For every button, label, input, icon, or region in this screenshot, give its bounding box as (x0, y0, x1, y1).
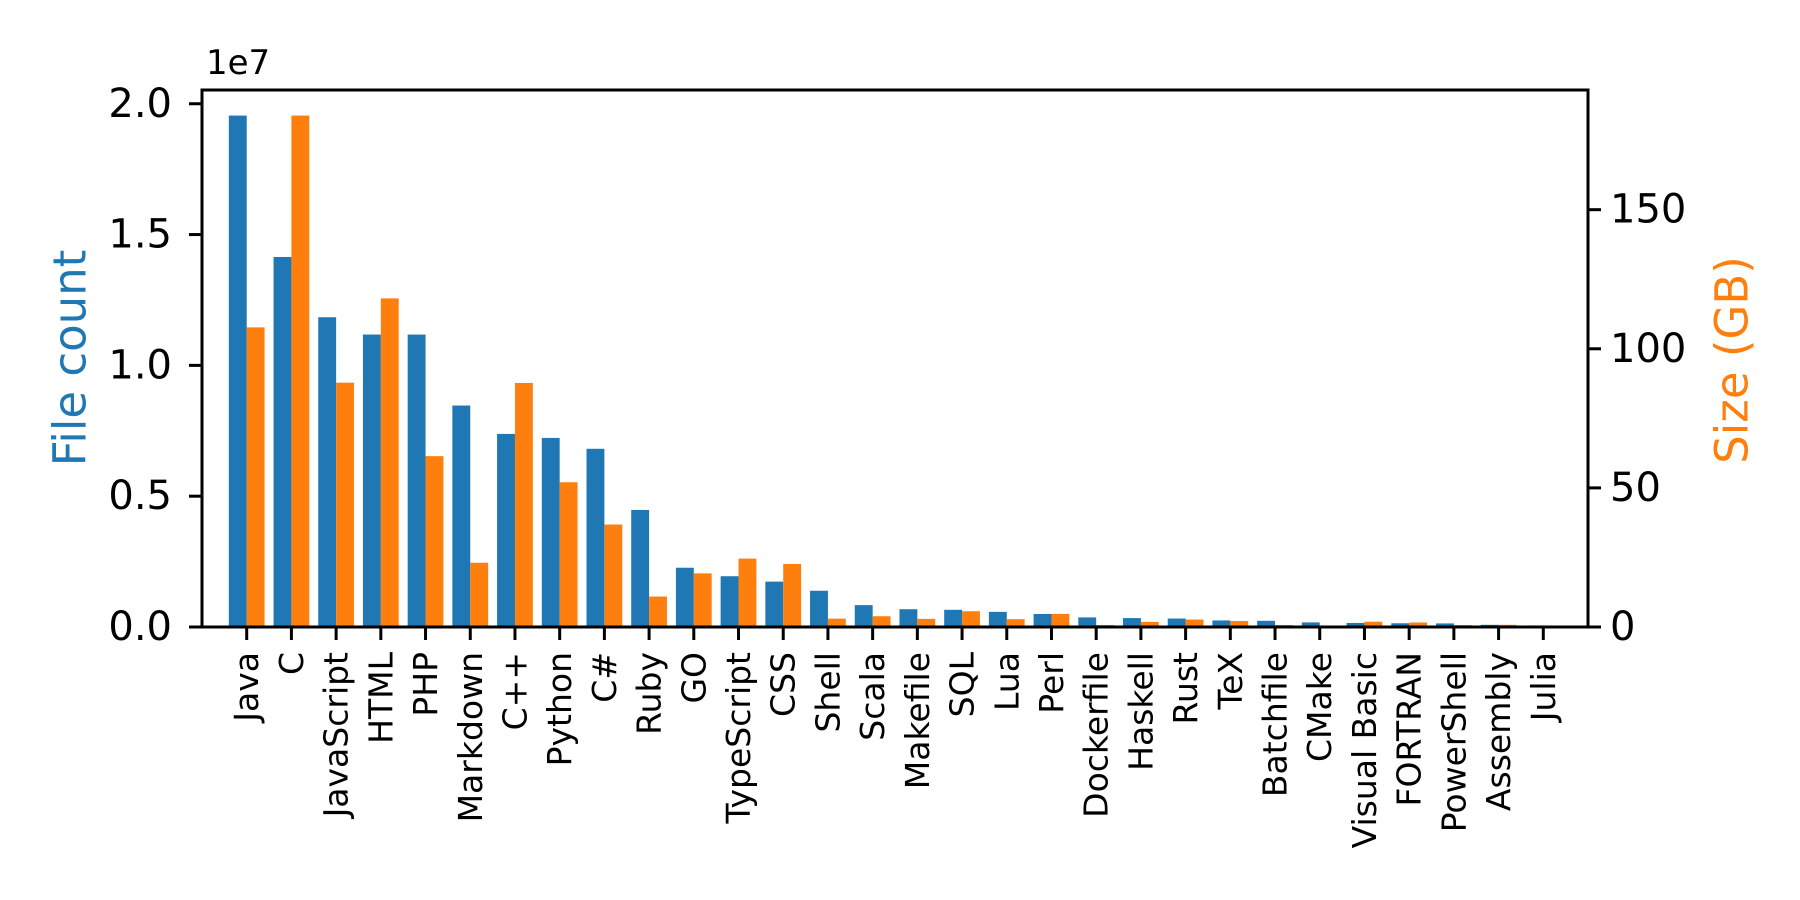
bar-file-count-html (362, 334, 381, 627)
bar-size-gb-shell (827, 618, 846, 627)
x-tick-label-typescript: TypeScript (719, 652, 758, 825)
x-tick-label-java: Java (227, 652, 266, 724)
bar-size-gb-makefile (917, 618, 936, 627)
bar-file-count-sql (944, 609, 963, 627)
bar-file-count-haskell (1123, 618, 1141, 627)
right-axis-title: Size (GB) (1706, 256, 1759, 464)
left-axis-tick-label: 2.0 (108, 81, 172, 127)
bar-file-count-dockerfile (1078, 617, 1097, 627)
bar-size-gb-perl (1051, 613, 1070, 627)
bar-file-count-cpp (497, 433, 515, 627)
bar-file-count-php (407, 334, 426, 627)
bar-size-gb-fortran (1409, 622, 1428, 627)
x-tick-label-dockerfile: Dockerfile (1077, 652, 1116, 818)
x-tick-label-makefile: Makefile (898, 652, 937, 789)
bar-size-gb-rust (1185, 619, 1204, 627)
bar-file-count-tex (1212, 620, 1231, 627)
bar-file-count-batchfile (1257, 620, 1276, 627)
bar-file-count-ruby (631, 509, 650, 627)
left-axis-tick-label: 0.5 (108, 473, 172, 519)
bar-size-gb-css (783, 563, 802, 627)
right-axis-tick-label: 0 (1610, 604, 1635, 650)
bar-file-count-c (273, 256, 292, 627)
right-axis-tick-label: 150 (1610, 187, 1686, 233)
bar-size-gb-cpp (514, 382, 533, 627)
bar-file-count-scala (854, 605, 873, 627)
bar-file-count-fortran (1391, 623, 1410, 627)
plot-spines (200, 88, 1590, 629)
bar-file-count-markdown (452, 405, 471, 627)
bar-size-gb-typescript (738, 558, 757, 627)
x-tick-label-fortran: FORTRAN (1390, 652, 1429, 807)
left-axis-title: File count (44, 250, 97, 467)
bar-size-gb-tex (1230, 621, 1249, 627)
bar-file-count-lua (988, 611, 1007, 627)
bar-file-count-powershell (1435, 623, 1454, 627)
x-tick-label-shell: Shell (808, 652, 847, 733)
bar-file-count-cmake (1301, 622, 1320, 627)
bar-size-gb-python (559, 482, 578, 627)
left-axis-offset-label: 1e7 (206, 43, 270, 83)
bar-file-count-visual-basic (1346, 622, 1365, 627)
x-tick-label-haskell: Haskell (1121, 652, 1160, 771)
bar-size-gb-haskell (1140, 621, 1159, 627)
left-axis-tick-label: 1.0 (108, 342, 172, 388)
bar-size-gb-ruby (649, 596, 667, 627)
bar-size-gb-csharp (604, 524, 623, 627)
bar-file-count-csharp (586, 448, 605, 627)
right-axis-tick-label: 50 (1610, 465, 1661, 511)
x-tick-label-batchfile: Batchfile (1256, 652, 1295, 797)
x-tick-label-markdown: Markdown (451, 652, 490, 822)
x-tick-label-visual-basic: Visual Basic (1345, 652, 1384, 848)
x-tick-label-html: HTML (361, 651, 400, 743)
left-axis-tick-label: 1.5 (108, 212, 172, 258)
x-tick-label-python: Python (540, 652, 579, 766)
x-tick-label-sql: SQL (943, 651, 982, 717)
bar-file-count-rust (1167, 618, 1186, 627)
bar-size-gb-php (425, 456, 444, 627)
bar-file-count-css (765, 581, 784, 627)
bar-file-count-shell (810, 590, 828, 627)
bar-file-count-perl (1033, 613, 1052, 627)
bar-size-gb-visual-basic (1364, 621, 1383, 627)
x-tick-label-powershell: PowerShell (1434, 652, 1473, 832)
x-tick-label-php: PHP (406, 652, 445, 717)
x-tick-label-rust: Rust (1166, 652, 1205, 725)
bar-size-gb-go (693, 573, 712, 627)
left-axis-tick-label: 0.0 (108, 604, 172, 650)
bar-size-gb-java (246, 327, 265, 627)
bar-file-count-java (228, 115, 247, 627)
bar-file-count-python (541, 437, 560, 627)
bar-file-count-makefile (899, 609, 918, 627)
x-tick-label-go: GO (674, 652, 713, 704)
x-tick-label-c: C (272, 652, 311, 675)
x-tick-label-csharp: C# (585, 652, 624, 703)
x-tick-label-lua: Lua (987, 652, 1026, 711)
x-tick-label-css: CSS (764, 652, 803, 717)
bar-size-gb-javascript (336, 382, 355, 627)
right-axis-tick-label: 100 (1610, 326, 1686, 372)
x-tick-label-cpp: C++ (495, 652, 534, 730)
bar-size-gb-lua (1006, 619, 1025, 627)
bar-file-count-go (675, 567, 694, 627)
bar-size-gb-markdown (470, 562, 489, 627)
x-tick-label-cmake: CMake (1300, 652, 1339, 762)
bar-size-gb-sql (962, 611, 980, 627)
x-tick-label-julia: Julia (1524, 652, 1563, 723)
x-tick-label-ruby: Ruby (630, 652, 669, 735)
x-tick-label-scala: Scala (853, 652, 892, 741)
bar-file-count-typescript (720, 576, 739, 627)
bar-size-gb-scala (872, 616, 891, 627)
bar-size-gb-c (291, 115, 310, 627)
bar-file-count-javascript (318, 317, 337, 627)
bar-size-gb-html (380, 298, 399, 627)
x-tick-label-tex: TeX (1211, 652, 1250, 710)
x-tick-label-perl: Perl (1032, 652, 1071, 714)
x-tick-label-assembly: Assembly (1479, 652, 1518, 811)
x-tick-label-javascript: JavaScript (317, 652, 356, 819)
